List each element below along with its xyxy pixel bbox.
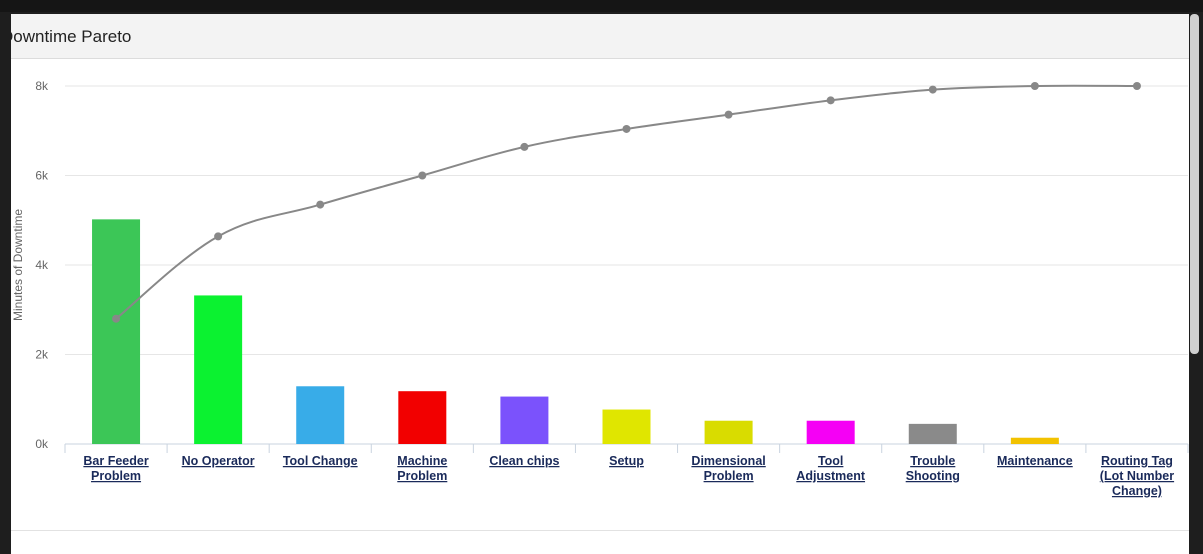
- cumulative-point: [418, 171, 427, 180]
- cumulative-point: [214, 232, 223, 241]
- x-category-label[interactable]: Tool Adjustment: [796, 454, 866, 483]
- y-tick-label: 8k: [35, 79, 49, 93]
- y-tick-label: 4k: [35, 258, 49, 272]
- x-category-label[interactable]: Trouble Shooting: [906, 454, 960, 483]
- bar: [704, 420, 753, 444]
- bar: [500, 396, 549, 444]
- y-tick-label: 0k: [35, 437, 49, 451]
- y-axis-title: Minutes of Downtime: [11, 209, 25, 321]
- cumulative-point: [1132, 82, 1141, 90]
- x-category-label[interactable]: Clean chips: [489, 454, 559, 468]
- cumulative-point: [316, 200, 325, 209]
- bar: [908, 423, 957, 444]
- x-category-label[interactable]: Setup: [609, 454, 644, 468]
- vertical-scrollbar[interactable]: [1190, 14, 1199, 354]
- chart-panel: Downtime Pareto: [11, 14, 1189, 554]
- bar: [398, 391, 447, 444]
- y-tick-label: 6k: [35, 169, 49, 183]
- bar: [806, 420, 855, 444]
- bar: [602, 409, 651, 444]
- cumulative-line: [115, 84, 1137, 320]
- bar: [296, 386, 345, 444]
- bar: [92, 219, 141, 444]
- x-category-label[interactable]: Tool Change: [283, 454, 358, 468]
- x-category-label[interactable]: Bar Feeder Problem: [83, 454, 148, 483]
- cumulative-point: [112, 314, 121, 323]
- bar: [1010, 437, 1059, 444]
- x-category-label[interactable]: Dimensional Problem: [691, 454, 765, 483]
- cumulative-point: [1030, 82, 1039, 90]
- panel-header: Downtime Pareto: [11, 14, 1189, 59]
- cumulative-point: [928, 85, 937, 94]
- cumulative-point: [826, 96, 835, 105]
- cumulative-point: [622, 124, 631, 133]
- window-top-strip: [0, 0, 1203, 12]
- cumulative-point: [724, 110, 733, 119]
- y-tick-label: 2k: [35, 348, 49, 362]
- cumulative-point: [520, 142, 529, 151]
- panel-title: Downtime Pareto: [11, 27, 132, 46]
- x-category-label[interactable]: No Operator: [182, 454, 255, 468]
- panel-divider: [11, 530, 1189, 531]
- x-category-label[interactable]: Machine Problem: [397, 454, 447, 483]
- x-category-label[interactable]: Routing Tag (Lot Number Change): [1100, 454, 1174, 498]
- bar: [194, 295, 243, 444]
- x-category-label[interactable]: Maintenance: [997, 454, 1073, 468]
